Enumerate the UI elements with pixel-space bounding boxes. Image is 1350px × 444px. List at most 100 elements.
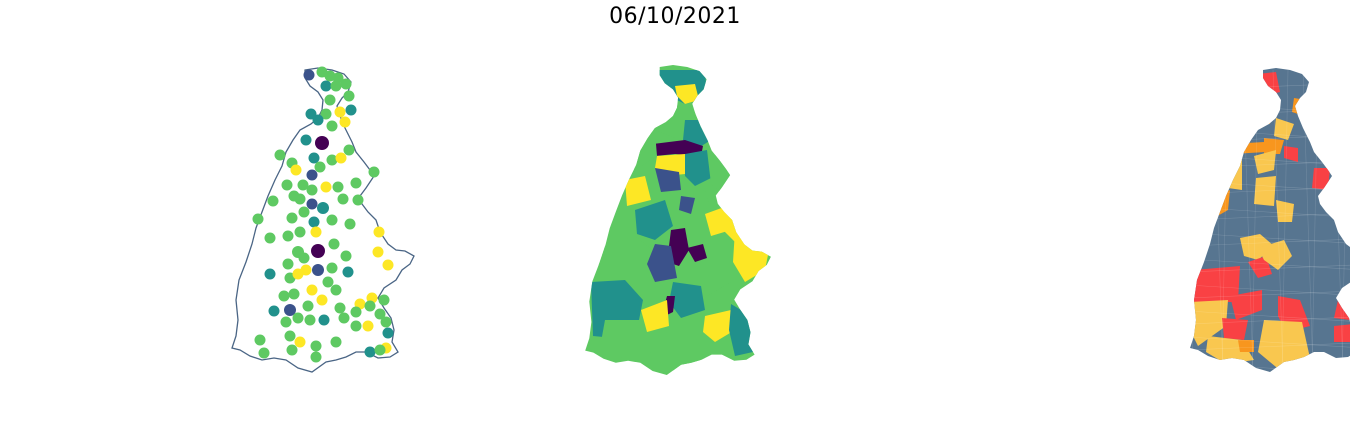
- municipality-point: [306, 198, 318, 210]
- municipality-region: [653, 140, 703, 156]
- municipality-point: [320, 108, 332, 120]
- municipality-region: [1254, 176, 1276, 206]
- municipality-point: [343, 144, 355, 156]
- municipality-region: [679, 196, 695, 214]
- municipality-point: [286, 212, 298, 224]
- municipality-region: [1238, 340, 1254, 352]
- municipality-point: [322, 276, 334, 288]
- municipality-point: [314, 161, 326, 173]
- municipality-border-line: [1190, 258, 1350, 272]
- municipality-region: [733, 230, 769, 282]
- municipality-point: [290, 164, 302, 176]
- municipality-point: [288, 288, 300, 300]
- municipality-region: [1190, 300, 1228, 346]
- municipality-region: [1274, 118, 1294, 140]
- municipality-region: [647, 244, 677, 282]
- municipality-point: [264, 232, 276, 244]
- municipality-point: [374, 344, 386, 356]
- municipality-point: [350, 320, 362, 332]
- municipality-region: [1258, 240, 1292, 270]
- municipality-region: [1258, 72, 1280, 96]
- municipality-point: [344, 218, 356, 230]
- municipality-point: [303, 69, 315, 81]
- municipality-point: [282, 230, 294, 242]
- municipality-point: [337, 193, 349, 205]
- municipality-point: [282, 258, 294, 270]
- municipality-point: [294, 226, 306, 238]
- municipality-region: [595, 236, 655, 290]
- municipality-point: [274, 149, 286, 161]
- municipality-point: [278, 290, 290, 302]
- municipality-point: [342, 266, 354, 278]
- municipality-region: [1276, 200, 1294, 222]
- municipality-region: [1226, 156, 1242, 190]
- municipality-point: [311, 244, 325, 258]
- municipality-regions-layer: [1190, 72, 1350, 372]
- municipality-point: [298, 206, 310, 218]
- municipality-point: [267, 195, 279, 207]
- municipality-point: [332, 181, 344, 193]
- municipality-point: [382, 327, 394, 339]
- municipality-point: [368, 166, 380, 178]
- municipality-point: [320, 80, 332, 92]
- municipality-point: [330, 80, 342, 92]
- municipality-point: [310, 340, 322, 352]
- municipality-point: [254, 334, 266, 346]
- municipality-region: [635, 200, 673, 240]
- municipality-point: [308, 152, 320, 164]
- municipality-point: [330, 284, 342, 296]
- municipality-region: [1248, 256, 1272, 278]
- municipality-region: [655, 168, 681, 192]
- municipality-region: [703, 310, 735, 342]
- municipality-border-line: [1190, 341, 1350, 351]
- municipality-point: [294, 193, 306, 205]
- map-panel-points: [231, 66, 415, 373]
- municipality-point: [308, 216, 320, 228]
- municipality-region: [685, 150, 715, 186]
- municipality-region: [675, 84, 699, 104]
- municipality-region: [1312, 168, 1330, 190]
- municipality-point: [330, 336, 342, 348]
- municipality-point: [284, 330, 296, 342]
- municipality-point: [362, 320, 374, 332]
- municipality-region: [1284, 146, 1298, 162]
- municipality-region: [687, 244, 707, 262]
- municipality-point: [335, 152, 347, 164]
- municipality-border-line: [1190, 336, 1350, 350]
- municipality-point: [294, 336, 306, 348]
- municipality-region: [1222, 318, 1248, 340]
- municipality-points-layer: [252, 66, 394, 363]
- municipality-point: [281, 179, 293, 191]
- municipality-point: [378, 294, 390, 306]
- map-panel-categorical: [1190, 68, 1350, 372]
- municipality-point: [306, 284, 318, 296]
- municipality-point: [382, 259, 394, 271]
- municipality-point: [352, 194, 364, 206]
- municipality-border-line: [1272, 69, 1284, 372]
- municipality-point: [340, 78, 352, 90]
- municipality-point: [326, 120, 338, 132]
- municipality-border-line: [1190, 102, 1350, 116]
- municipality-region: [625, 176, 651, 206]
- municipality-point: [318, 314, 330, 326]
- municipality-point: [326, 154, 338, 166]
- municipality-region: [1264, 138, 1284, 154]
- municipality-region: [1334, 324, 1350, 342]
- municipality-region: [669, 282, 705, 318]
- municipality-point: [345, 104, 357, 116]
- municipality-point: [312, 264, 324, 276]
- municipality-point: [302, 300, 314, 312]
- municipality-point: [284, 304, 296, 316]
- municipality-point: [350, 306, 362, 318]
- municipality-point: [320, 181, 332, 193]
- municipality-region: [1240, 234, 1274, 260]
- municipality-region: [641, 300, 669, 332]
- municipality-point: [305, 108, 317, 120]
- municipality-point: [268, 305, 280, 317]
- municipality-point: [264, 268, 276, 280]
- municipality-point: [324, 94, 336, 106]
- municipality-border-line: [1281, 69, 1289, 372]
- municipality-point: [339, 116, 351, 128]
- map-panel-choropleth: [585, 65, 771, 375]
- municipality-point: [338, 312, 350, 324]
